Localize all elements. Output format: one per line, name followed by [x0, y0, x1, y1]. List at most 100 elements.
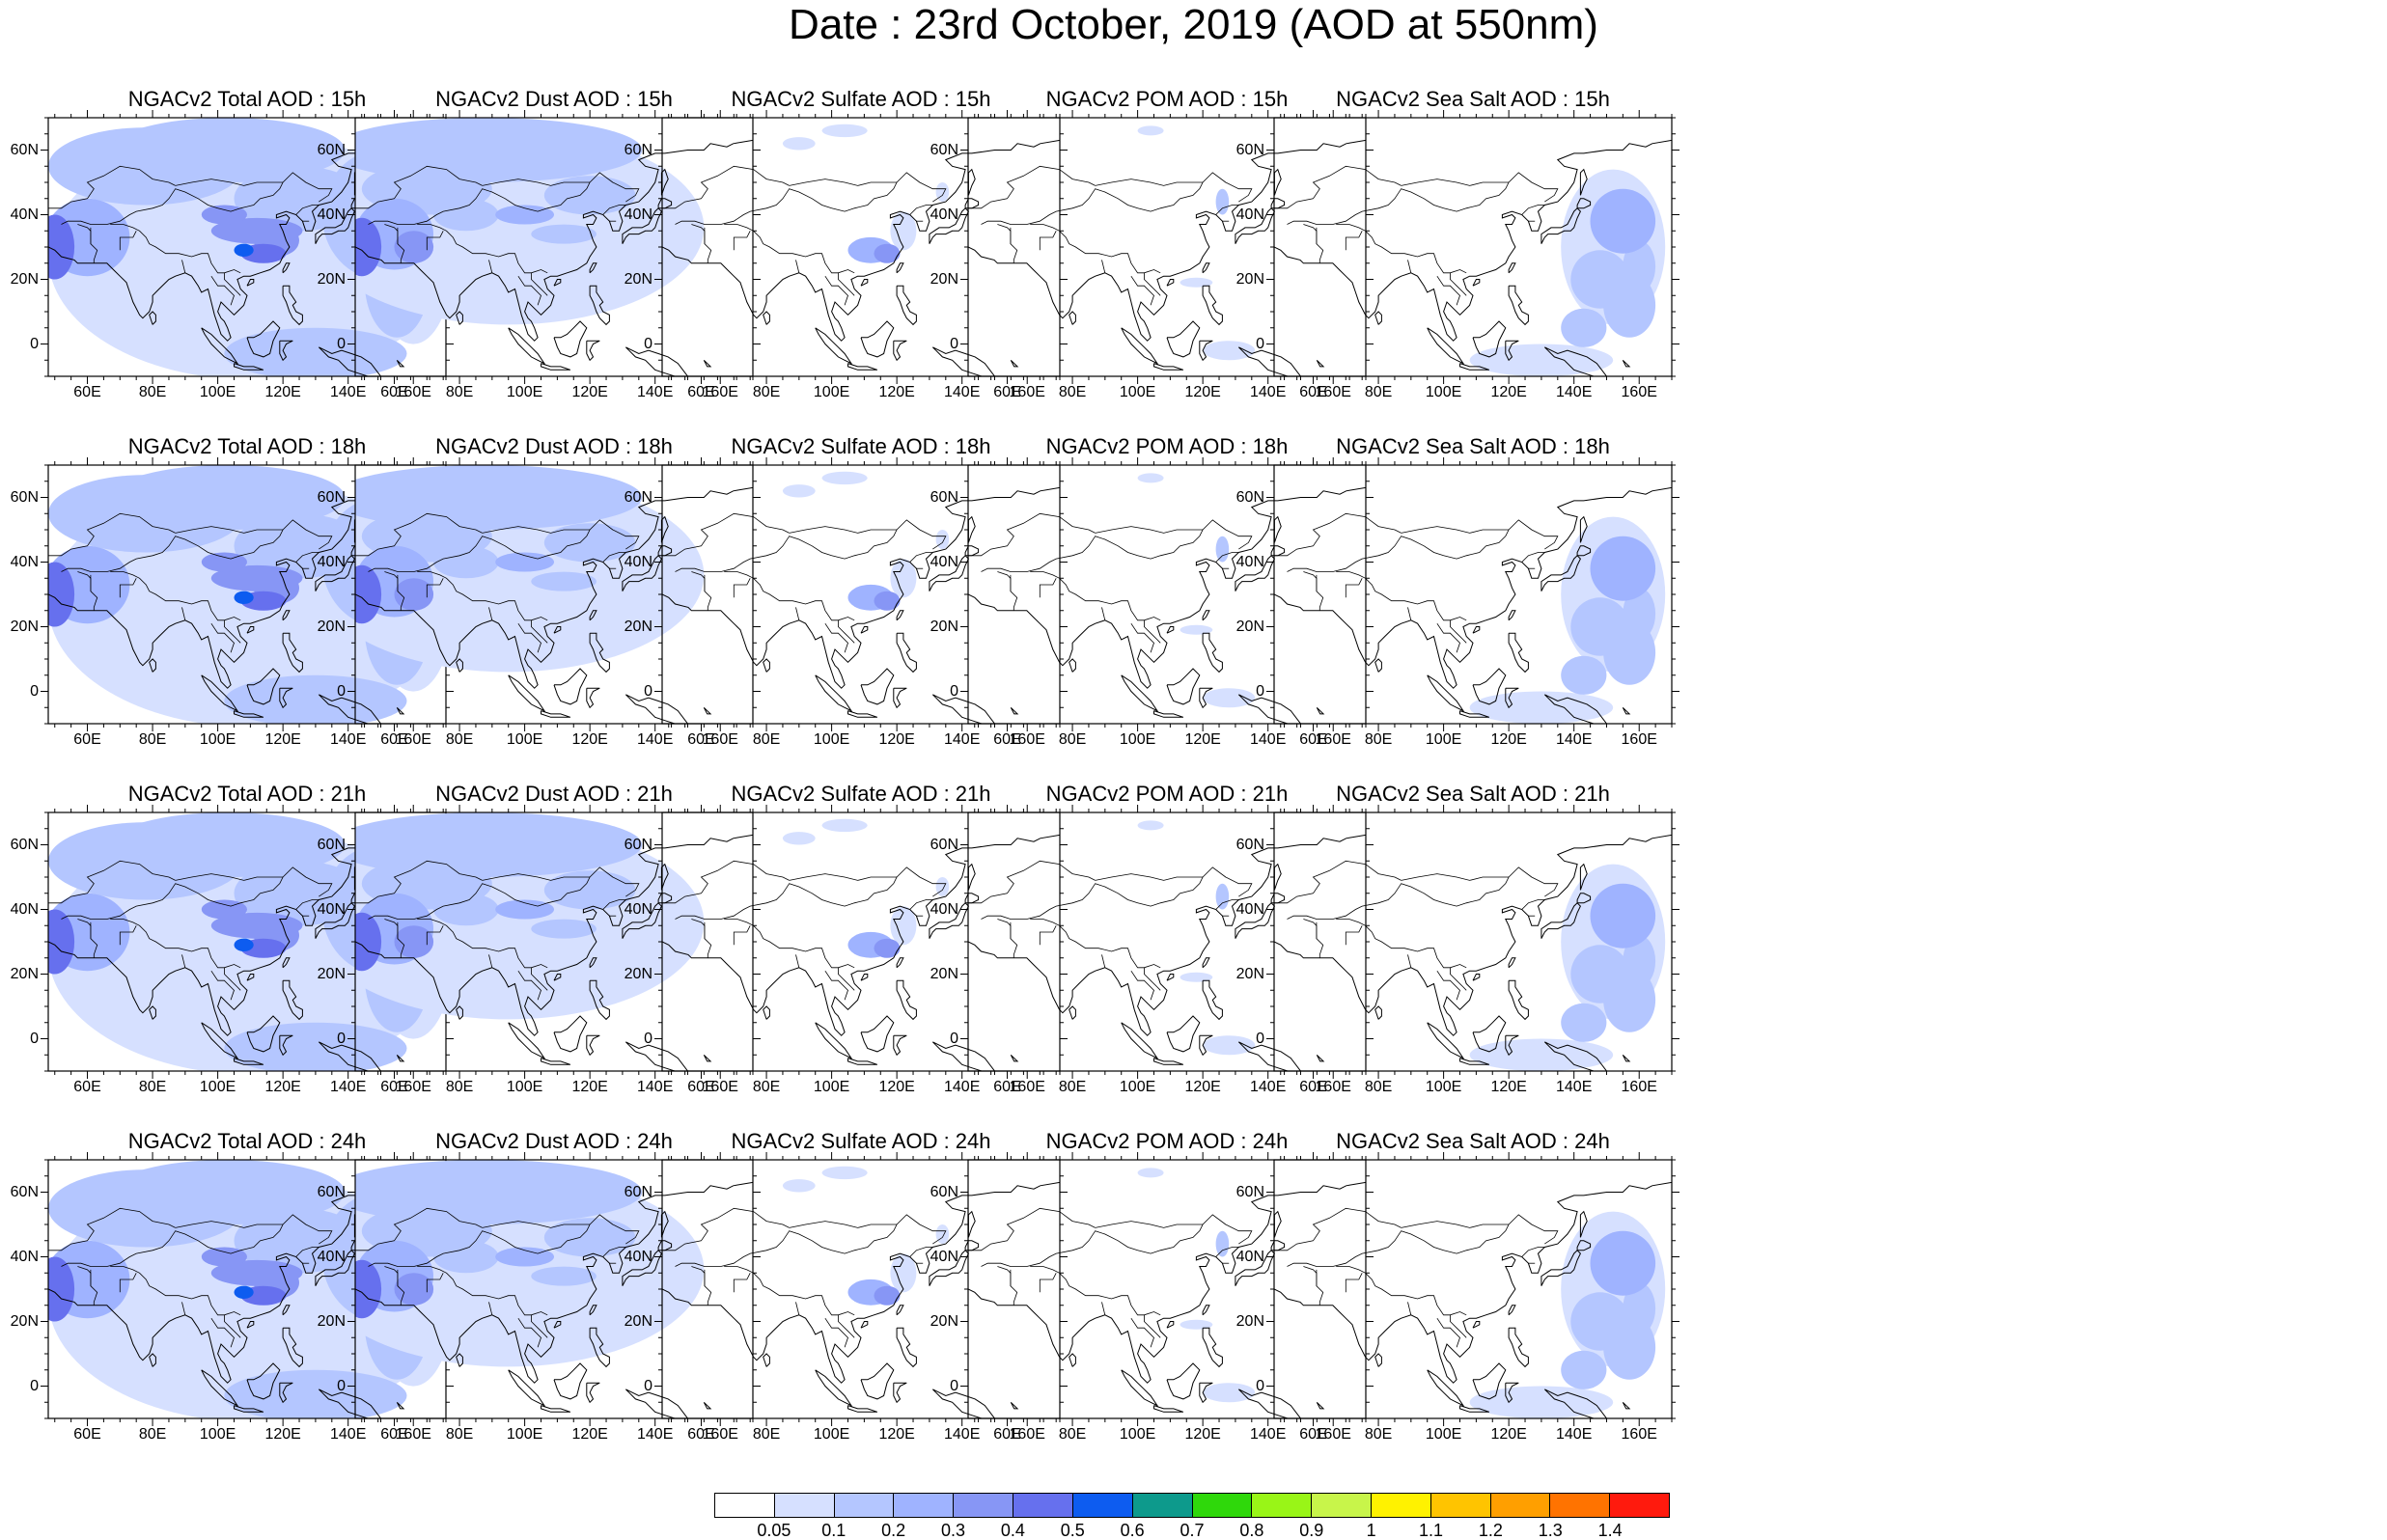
country-border: [997, 1266, 1012, 1286]
country-border: [838, 272, 855, 296]
lon-label: 60E: [687, 1426, 715, 1443]
country-border: [1039, 925, 1057, 946]
country-border: [733, 925, 751, 946]
coastline: [541, 710, 571, 718]
aod-field: [394, 578, 434, 611]
lat-label: 40N: [624, 553, 652, 570]
lat-label: 60N: [10, 488, 39, 506]
country-border: [1101, 260, 1106, 273]
coastline: [1472, 626, 1481, 634]
country-border: [1345, 578, 1363, 598]
lat-label: 0: [1256, 682, 1264, 700]
lon-label: 140E: [944, 1426, 981, 1443]
coastline: [1166, 974, 1175, 981]
aod-field: [543, 176, 636, 215]
lon-label: 120E: [1184, 731, 1221, 748]
coastline: [1166, 1321, 1175, 1329]
country-border: [795, 954, 800, 968]
coastline: [1576, 1240, 1592, 1251]
aod-field: [854, 942, 874, 955]
coastline: [815, 1022, 853, 1059]
aod-field: [1203, 688, 1256, 708]
lon-label: 120E: [264, 1426, 301, 1443]
coastline: [1579, 863, 1588, 891]
coastline: [355, 834, 753, 1036]
coastline: [1579, 1210, 1588, 1238]
coastline: [1316, 1054, 1325, 1062]
coastline: [1374, 1005, 1382, 1020]
aod-map: [1266, 457, 1679, 731]
aod-field: [1590, 188, 1656, 254]
lon-label: 100E: [506, 1079, 543, 1095]
country-border: [210, 1317, 235, 1348]
coastline: [1202, 610, 1210, 621]
coastline: [964, 1240, 980, 1251]
lon-label: 100E: [1425, 384, 1462, 400]
country-border: [1345, 925, 1363, 946]
colorbar-swatch: [1610, 1494, 1669, 1517]
panel-title: NGACv2 POM AOD : 21h: [1045, 782, 1289, 806]
country-border: [1101, 954, 1106, 968]
country-border: [355, 512, 483, 557]
map-panel: NGACv2 Dust AOD : 24h 60N 40N 20N 0 60E 80E 100…: [307, 1129, 761, 1447]
lon-label: 100E: [1425, 1079, 1462, 1095]
coastline: [1508, 1305, 1516, 1316]
country-border: [1095, 526, 1204, 534]
country-border: [1144, 619, 1161, 644]
country-border: [789, 526, 898, 534]
coastline: [893, 1382, 907, 1404]
country-border: [691, 919, 706, 939]
map-panel: NGACv2 Sulfate AOD : 21h 60N 40N 20N 0 60E 80E…: [614, 782, 1068, 1100]
lon-label: 160E: [395, 1426, 431, 1443]
coastline: [246, 279, 255, 287]
coastline: [246, 1321, 255, 1329]
coastline: [456, 1353, 463, 1367]
country-border: [426, 231, 444, 251]
coastline: [763, 311, 770, 325]
lon-label: 80E: [752, 1426, 781, 1443]
panel-title: NGACv2 Total AOD : 24h: [127, 1129, 367, 1153]
country-border: [981, 172, 1253, 225]
map-panel: NGACv2 POM AOD : 18h 60N 40N 20N 0 60E 80E 100E…: [920, 434, 1374, 753]
map-panel: NGACv2 Sea Salt AOD : 15h 60N 40N 20N 0 60E 80…: [1226, 87, 1679, 405]
coastline: [553, 974, 562, 981]
country-border: [1274, 860, 1402, 904]
country-border: [1436, 275, 1460, 306]
coastline: [896, 632, 917, 674]
coastline: [1166, 1362, 1201, 1400]
country-border: [61, 866, 333, 920]
lon-label: 160E: [1009, 1079, 1045, 1095]
coastline: [1543, 346, 1608, 376]
coastline: [1274, 139, 1672, 342]
country-border: [1215, 552, 1239, 563]
country-border: [1130, 970, 1154, 1001]
lat-label: 20N: [624, 618, 652, 635]
lon-label: 120E: [571, 1426, 608, 1443]
aod-field: [234, 591, 254, 604]
coastline: [1270, 893, 1286, 904]
lon-label: 120E: [1490, 1426, 1527, 1443]
coastline: [508, 1022, 546, 1059]
lat-label: 40N: [930, 1248, 958, 1265]
aod-field: [224, 327, 407, 376]
aod-field: [1561, 1350, 1607, 1389]
colorbar-label: 0.3: [940, 1521, 966, 1540]
country-border: [1436, 622, 1460, 653]
lon-label: 100E: [199, 384, 236, 400]
country-border: [210, 622, 235, 653]
coastline: [1153, 1405, 1184, 1413]
lat-label: 20N: [930, 618, 958, 635]
lon-label: 160E: [1315, 1426, 1351, 1443]
aod-field: [935, 1224, 950, 1244]
coastline: [1237, 1041, 1302, 1071]
lon-label: 60E: [993, 1079, 1021, 1095]
lon-label: 140E: [1556, 1426, 1593, 1443]
country-border: [1303, 1266, 1318, 1286]
coastline: [589, 610, 597, 621]
coastline: [282, 1327, 303, 1368]
coastline: [396, 359, 405, 368]
lat-label: 40N: [624, 900, 652, 918]
aod-field: [224, 1022, 407, 1071]
lon-label: 100E: [199, 1426, 236, 1443]
lat-label: 0: [950, 1030, 958, 1047]
